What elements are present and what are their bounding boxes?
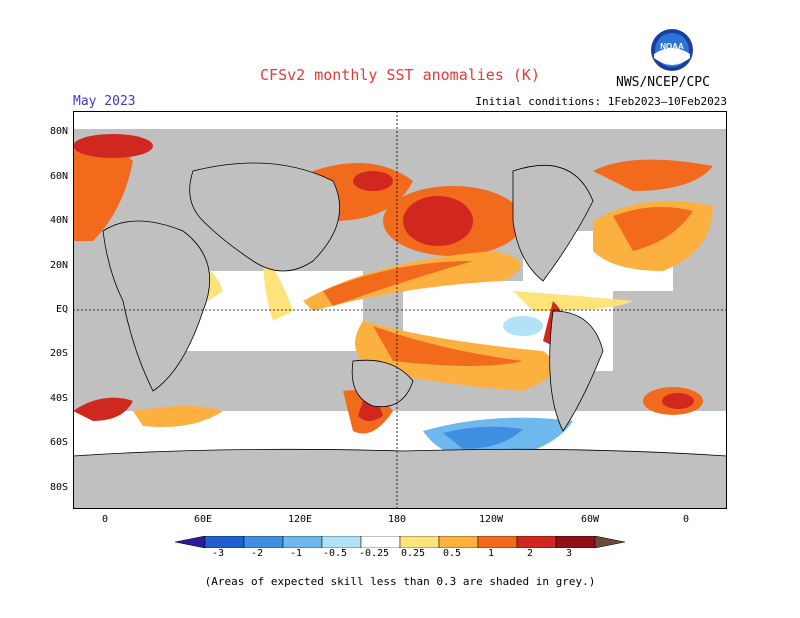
colorbar-label: 0.5 [442,548,462,559]
lat-label-20s: 20S [49,348,68,359]
colorbar-label: -1 [289,548,303,559]
chart-title: CFSv2 monthly SST anomalies (K) [260,66,540,84]
lat-label-60s: 60S [49,437,68,448]
lat-label-60n: 60N [49,171,68,182]
colorbar-label: -0.25 [358,548,390,559]
lat-label-40n: 40N [49,215,68,226]
lon-label-0: 0 [101,514,109,525]
forecast-month: May 2023 [73,94,136,109]
sst-anomaly-map [73,111,727,509]
lon-label-60w: 60W [580,514,600,525]
agency-label: NWS/NCEP/CPC [616,75,710,90]
lon-label-180: 180 [387,514,407,525]
svg-text:NOAA: NOAA [660,42,684,51]
colorbar-label: 3 [565,548,573,559]
lat-label-20n: 20N [49,260,68,271]
lon-label-120e: 120E [287,514,313,525]
lon-label-60e: 60E [193,514,213,525]
initial-conditions: Initial conditions: 1Feb2023–10Feb2023 [475,95,727,108]
footnote: (Areas of expected skill less than 0.3 a… [204,575,596,588]
lon-label-120w: 120W [478,514,504,525]
colorbar-label: -0.5 [322,548,348,559]
noaa-logo: NOAA [651,29,693,71]
colorbar-label: -2 [250,548,264,559]
colorbar-label: 1 [487,548,495,559]
colorbar-label: 0.25 [400,548,426,559]
lat-label-eq: EQ [55,304,68,315]
lat-label-80s: 80S [49,482,68,493]
lat-label-40s: 40S [49,393,68,404]
lon-label-0-right: 0 [682,514,690,525]
colorbar-label: -3 [211,548,225,559]
colorbar [175,536,625,548]
colorbar-label: 2 [526,548,534,559]
lat-label-80n: 80N [49,126,68,137]
